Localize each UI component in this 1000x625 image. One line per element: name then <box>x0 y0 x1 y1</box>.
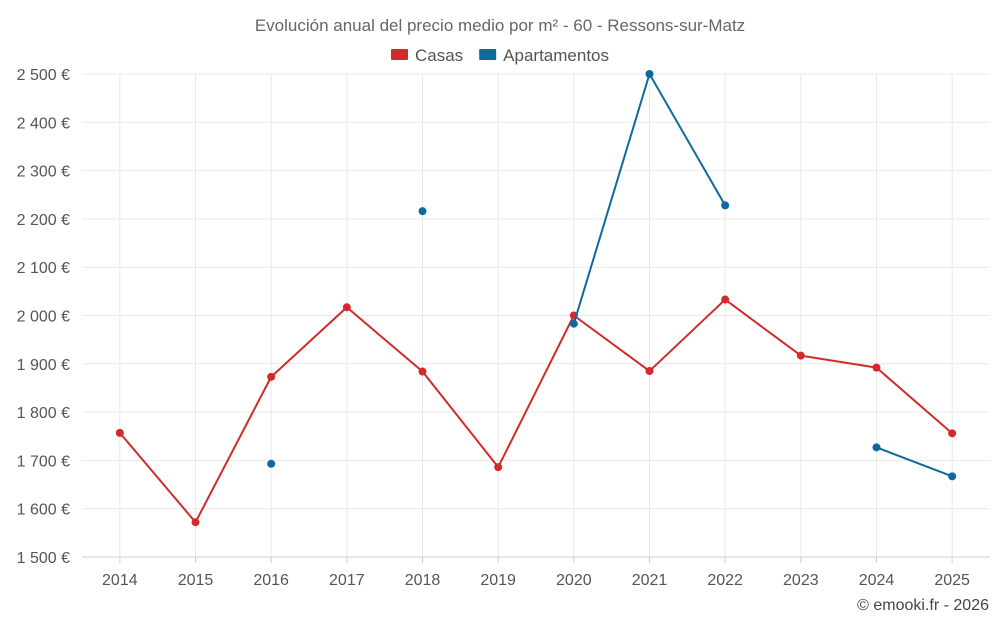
y-tick-label: 2 400 € <box>17 115 70 132</box>
data-point-casas[interactable] <box>418 367 427 376</box>
y-tick-label: 2 200 € <box>17 212 70 229</box>
x-tick-label: 2022 <box>707 572 743 589</box>
data-point-casas[interactable] <box>645 367 654 376</box>
series-casas <box>115 295 957 527</box>
x-tick-label: 2024 <box>859 572 895 589</box>
legend-item-apartamentos[interactable]: Apartamentos <box>479 46 609 65</box>
grid <box>82 73 990 558</box>
y-tick-label: 2 300 € <box>17 164 70 181</box>
legend-label: Casas <box>415 46 463 65</box>
copyright-label: © emooki.fr - 2026 <box>857 597 989 614</box>
y-tick-label: 1 700 € <box>17 453 70 470</box>
legend: Casas Apartamentos <box>390 46 609 65</box>
series-group <box>115 70 957 527</box>
data-point-apartamentos[interactable] <box>872 443 881 452</box>
legend-swatch <box>390 49 408 60</box>
data-point-casas[interactable] <box>948 429 957 438</box>
series-line-segment-casas <box>724 298 802 357</box>
data-point-apartamentos[interactable] <box>569 319 578 328</box>
series-line-segment-casas <box>497 314 575 469</box>
data-point-casas[interactable] <box>342 303 351 312</box>
x-tick-label: 2020 <box>556 572 592 589</box>
series-line-segment-casas <box>572 314 651 373</box>
series-line-segment-casas <box>194 375 273 524</box>
data-point-casas[interactable] <box>267 372 276 381</box>
data-point-casas[interactable] <box>721 295 730 304</box>
y-tick-label: 2 000 € <box>17 309 70 326</box>
chart-title: Evolución anual del precio medio por m² … <box>255 16 745 35</box>
x-axis: 2014 2015 2016 2017 2018 2019 2020 2021 2022 2023… <box>82 556 990 589</box>
x-tick-label: 2015 <box>178 572 214 589</box>
data-point-apartamentos[interactable] <box>948 472 957 481</box>
y-tick-label: 1 500 € <box>17 550 70 567</box>
series-line-segment-casas <box>648 298 727 373</box>
y-tick-label: 1 800 € <box>17 405 70 422</box>
x-tick-label: 2021 <box>632 572 668 589</box>
data-point-apartamentos[interactable] <box>418 207 427 216</box>
series-line-segment-apartamentos <box>648 73 727 207</box>
x-tick-label: 2016 <box>253 572 289 589</box>
series-line-segment-casas <box>345 306 424 373</box>
y-tick-label: 1 600 € <box>17 502 70 519</box>
x-tick-label: 2023 <box>783 572 819 589</box>
series-line-segment-casas <box>875 366 954 435</box>
legend-label: Apartamentos <box>503 46 609 65</box>
data-point-casas[interactable] <box>494 463 503 472</box>
series-line-segment-casas <box>799 354 878 369</box>
data-point-apartamentos[interactable] <box>645 70 654 78</box>
series-line-segment-casas <box>421 370 500 469</box>
y-tick-label: 2 100 € <box>17 260 70 277</box>
x-tick-label: 2018 <box>405 572 441 589</box>
legend-swatch <box>479 49 497 60</box>
x-tick-label: 2014 <box>102 572 138 589</box>
data-point-apartamentos[interactable] <box>721 201 730 210</box>
y-tick-label: 1 900 € <box>17 357 70 374</box>
data-point-casas[interactable] <box>796 351 805 360</box>
y-tick-label: 2 500 € <box>17 67 70 84</box>
y-axis: 1 500 € 1 600 € 1 700 € 1 800 € 1 900 € 2 000… <box>17 67 70 567</box>
series-line-segment-casas <box>118 431 197 524</box>
data-point-apartamentos[interactable] <box>267 459 276 468</box>
x-tick-label: 2025 <box>934 572 970 589</box>
series-line-segment-apartamentos <box>572 73 651 325</box>
data-point-casas[interactable] <box>115 428 124 437</box>
data-point-casas[interactable] <box>872 363 881 372</box>
series-line-segment-apartamentos <box>875 446 954 478</box>
series-apartamentos <box>267 70 957 481</box>
series-line-segment-casas <box>270 306 348 378</box>
legend-item-casas[interactable]: Casas <box>390 46 463 65</box>
x-tick-label: 2017 <box>329 572 365 589</box>
x-tick-label: 2019 <box>480 572 516 589</box>
data-point-casas[interactable] <box>191 518 200 527</box>
